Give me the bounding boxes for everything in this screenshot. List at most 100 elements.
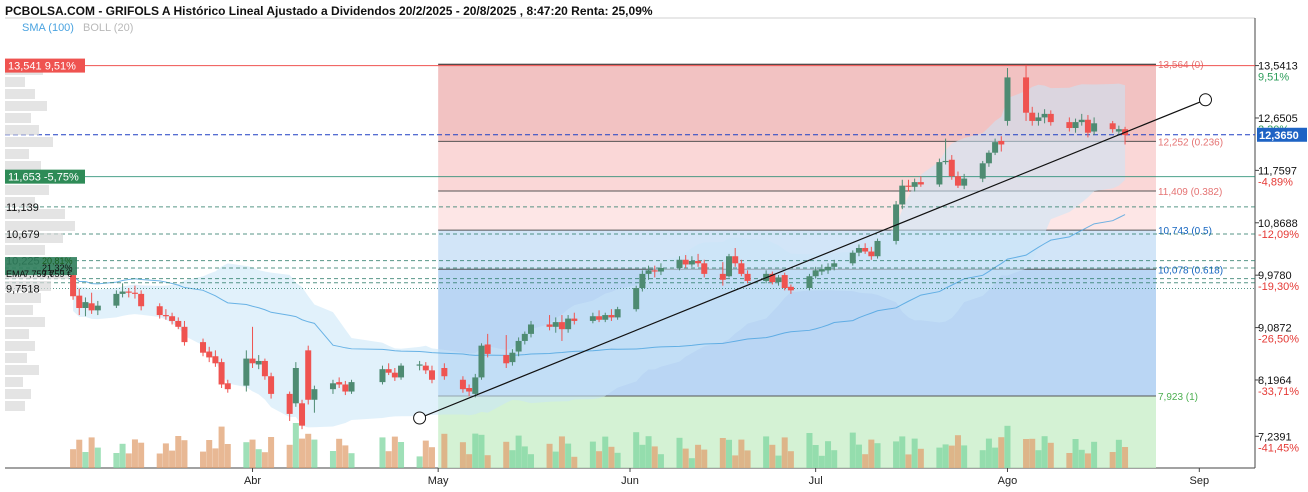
- volume-profile-bar: [5, 281, 51, 291]
- candle: [936, 162, 943, 185]
- candle: [1035, 117, 1042, 121]
- volume-bar: [82, 452, 89, 468]
- volume-bar: [855, 444, 862, 468]
- volume-bar: [657, 454, 664, 468]
- sma-legend-label[interactable]: SMA (100): [22, 22, 74, 34]
- candle: [391, 372, 398, 378]
- candle: [812, 270, 819, 277]
- volume-bar: [602, 436, 609, 468]
- volume-bar: [738, 439, 745, 468]
- indicator-legend: SMA (100) BOLL (20): [22, 22, 133, 34]
- candle: [212, 356, 219, 364]
- volume-profile-bar: [5, 317, 45, 327]
- candle: [472, 377, 479, 394]
- overlap-label: EMA: [6, 269, 26, 279]
- candle: [558, 322, 565, 330]
- volume-bar: [899, 436, 906, 468]
- volume-bar: [336, 438, 343, 468]
- boll-legend-label[interactable]: BOLL (20): [83, 22, 134, 34]
- candle: [781, 275, 788, 288]
- candle: [954, 176, 961, 186]
- volume-bar: [459, 442, 466, 468]
- candle: [651, 270, 658, 272]
- volume-bar: [268, 437, 275, 468]
- volume-bar: [200, 451, 207, 468]
- volume-bar: [156, 453, 163, 468]
- volume-bar: [342, 445, 349, 468]
- volume-bar: [546, 443, 553, 468]
- volume-bar: [1084, 453, 1091, 468]
- volume-profile-bar: [5, 377, 23, 387]
- candle: [905, 185, 912, 187]
- volume-bar: [552, 451, 559, 468]
- volume-bar: [769, 444, 776, 468]
- candle: [398, 365, 405, 378]
- volume-bar: [651, 446, 658, 468]
- volume-bar: [825, 441, 832, 468]
- volume-bar: [76, 439, 83, 468]
- volume-profile-bar: [5, 209, 65, 219]
- volume-profile-bar: [5, 341, 35, 351]
- y-tick-pct: 9,51%: [1258, 72, 1289, 84]
- candle: [849, 252, 856, 264]
- candle: [379, 369, 386, 383]
- volume-bar: [428, 447, 435, 468]
- candle: [1072, 122, 1079, 128]
- volume-bar: [385, 451, 392, 468]
- volume-bar: [94, 447, 101, 468]
- candle: [175, 320, 182, 327]
- volume-bar: [138, 442, 145, 468]
- bollinger-band: [73, 83, 1126, 428]
- volume-bar: [849, 432, 856, 468]
- volume-bar: [243, 442, 250, 468]
- volume-bar: [249, 439, 256, 468]
- volume-bar: [1091, 441, 1098, 468]
- candle: [76, 295, 83, 308]
- candle: [998, 140, 1005, 145]
- volume-bar: [763, 436, 770, 468]
- volume-profile-bar: [5, 77, 25, 87]
- volume-bar: [169, 450, 176, 468]
- candle: [1047, 113, 1054, 123]
- candle: [261, 360, 268, 377]
- x-tick-label: Sep: [1190, 475, 1210, 487]
- overlap-label: 7,759 €: [42, 269, 72, 279]
- volume-bar: [985, 438, 992, 468]
- candle: [775, 277, 782, 283]
- left-price-tag: [5, 169, 85, 184]
- sma-line: [72, 214, 1126, 356]
- volume-profile-bar: [5, 149, 29, 159]
- volume-bar: [781, 437, 788, 468]
- volume-bar: [558, 436, 565, 468]
- trendline-handle-start[interactable]: [413, 411, 427, 425]
- volume-profile-bar: [5, 389, 31, 399]
- candle: [329, 383, 336, 390]
- volume-bar: [676, 437, 683, 468]
- candle: [509, 352, 516, 363]
- volume-bar: [1078, 449, 1085, 468]
- candle: [769, 273, 776, 283]
- trendline-handle-end[interactable]: [1198, 93, 1212, 107]
- candle: [1041, 113, 1048, 118]
- candle: [676, 259, 683, 268]
- volume-bar: [466, 454, 473, 468]
- candle: [565, 318, 572, 330]
- volume-bar: [162, 443, 169, 468]
- candle: [608, 315, 615, 318]
- volume-profile-bar: [5, 137, 53, 147]
- volume-bar: [305, 433, 312, 468]
- volume-profile-bar: [5, 161, 41, 171]
- candle: [948, 159, 955, 177]
- y-tick-pct: -33,71%: [1258, 386, 1299, 398]
- candle: [138, 293, 145, 307]
- candle: [639, 273, 646, 288]
- candle: [726, 256, 733, 277]
- candle: [985, 152, 992, 164]
- candle: [682, 259, 689, 265]
- volume-bar: [379, 437, 386, 468]
- candle: [732, 256, 739, 264]
- candle: [942, 160, 949, 163]
- candle: [428, 370, 435, 380]
- volume-profile-bar: [5, 113, 31, 123]
- candle: [478, 345, 485, 378]
